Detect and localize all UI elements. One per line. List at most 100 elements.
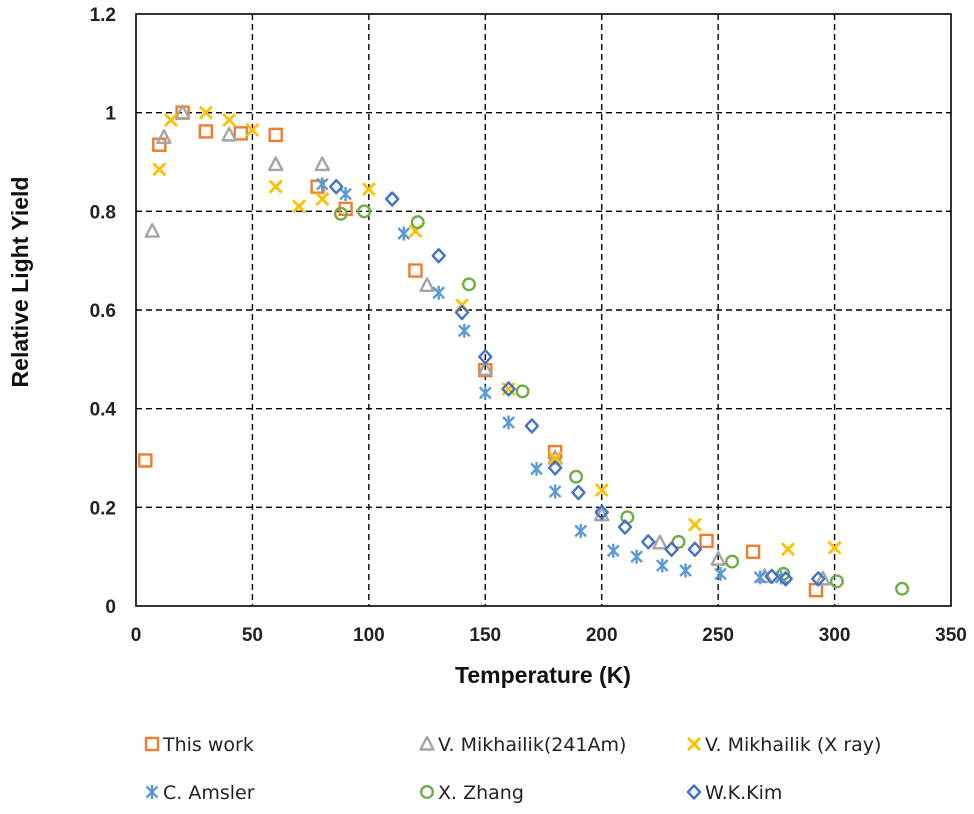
data-point-x [222,113,237,128]
data-point-asterisk [315,177,329,192]
data-point-triangle [174,104,191,120]
data-point-square [808,583,824,598]
legend-label: C. Amsler [163,782,255,804]
data-point-x [152,162,167,177]
y-tick-label: 0.2 [90,498,116,519]
data-point-diamond [617,519,633,535]
data-point-circle [725,554,740,569]
data-point-circle [333,206,348,221]
data-point-asterisk [502,415,515,430]
tick-labels: 0 50 100 150 200 250 300 350 0 0.2 0.4 0.6 0.8 1 1.2 [90,5,967,646]
data-point-x [594,483,609,498]
data-point-asterisk [607,543,620,558]
data-point-x [245,122,260,137]
series-w-k-kim [329,178,826,587]
data-point-circle [895,581,910,596]
data-point-triangle [815,570,831,586]
data-point-circle [461,277,476,292]
data-point-diamond [778,571,793,587]
data-point-x [361,182,376,197]
data-point-diamond [478,349,493,365]
data-point-x [163,113,178,128]
legend-marker-x [687,737,701,751]
legend-label: This work [162,734,254,756]
legend-item-c-amsler: C. Amsler [145,782,255,804]
data-point-asterisk [432,285,446,300]
y-tick-label: 0.6 [90,301,116,322]
x-tick-label: 250 [702,625,734,646]
data-point-diamond [431,248,446,264]
x-tick-label: 300 [819,625,851,646]
data-point-asterisk [630,549,643,564]
legend: This work V. Mikhailik(241Am) V. Mikhailik… [144,734,881,804]
legend-marker-diamond [686,784,702,800]
data-point-x [268,179,283,194]
legend-label: W.K.Kim [705,782,782,804]
legend-item-v-mikhailik-x-ray: V. Mikhailik (X ray) [687,734,881,756]
data-point-asterisk [530,461,543,476]
series-this-work [138,105,824,598]
data-point-triangle [268,156,284,172]
data-point-circle [829,574,844,589]
data-point-square [745,544,761,559]
data-point-x [501,381,516,396]
data-point-asterisk [679,563,692,578]
data-point-diamond [329,178,344,195]
data-point-x [827,540,842,555]
data-point-square [198,124,214,139]
data-point-triangle [419,277,435,293]
data-point-diamond [454,304,470,321]
legend-item-this-work: This work [144,734,254,756]
data-point-triangle [314,156,330,172]
plot-frame [135,13,952,607]
data-point-circle [410,215,425,230]
legend-item-x-zhang: X. Zhang [420,782,524,804]
y-tick-label: 0 [105,597,116,618]
x-tick-label: 0 [131,625,142,646]
legend-item-w-k-kim: W.K.Kim [686,782,782,804]
data-point-diamond [764,568,779,585]
legend-marker-asterisk [145,785,159,799]
data-point-triangle [710,550,726,566]
data-point-asterisk [478,385,492,400]
data-point-diamond [811,571,826,587]
data-point-diamond [664,541,679,557]
data-point-asterisk [457,323,471,338]
legend-label: V. Mikhailik (X ray) [705,734,881,756]
data-point-diamond [641,534,656,550]
data-point-x [315,192,330,206]
legend-marker-square [144,736,160,752]
x-tick-label: 200 [586,625,618,646]
grid [136,14,951,606]
data-point-diamond [524,418,540,434]
data-point-diamond [501,381,516,397]
series-x-zhang [333,204,910,596]
data-point-square [268,127,283,143]
data-point-triangle [477,361,493,376]
data-point-diamond [571,484,586,501]
data-point-circle [357,204,372,219]
series-v-mikhailik-x-ray [152,105,842,557]
y-axis-title: Relative Light Yield [7,177,33,388]
data-point-circle [776,566,791,581]
legend-label: V. Mikhailik(241Am) [438,734,626,756]
x-tick-label: 50 [242,625,263,646]
data-point-x [292,199,306,214]
data-point-x [548,451,563,465]
data-point-diamond [594,504,609,520]
data-point-asterisk [714,566,727,581]
data-point-diamond [687,541,703,557]
data-point-diamond [547,460,563,476]
series-c-amsler [315,177,788,585]
data-point-circle [671,534,686,549]
data-point-triangle [652,534,668,550]
data-point-asterisk [548,484,562,499]
data-point-x [687,517,702,532]
x-tick-label: 150 [469,625,501,646]
data-point-triangle [547,449,563,465]
data-point-triangle [156,129,172,145]
data-point-square [138,453,153,468]
data-point-square [699,533,714,549]
axes [135,13,952,607]
